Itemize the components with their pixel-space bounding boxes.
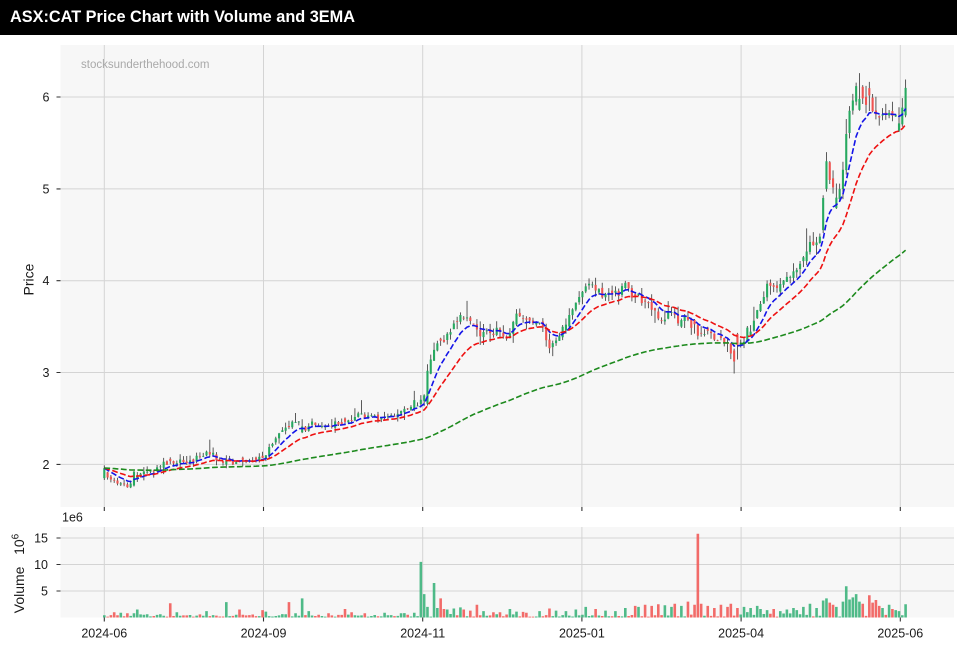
svg-text:2024-06: 2024-06 — [81, 626, 127, 640]
svg-text:2024-11: 2024-11 — [400, 626, 445, 640]
svg-text:2025-04: 2025-04 — [718, 626, 764, 640]
svg-text:Price: Price — [21, 263, 37, 295]
svg-text:2024-09: 2024-09 — [241, 626, 287, 640]
svg-text:stocksunderthehood.com: stocksunderthehood.com — [81, 59, 210, 71]
svg-text:Volume 106: Volume 106 — [11, 533, 28, 613]
svg-text:2: 2 — [43, 458, 50, 472]
svg-text:6: 6 — [43, 91, 50, 105]
svg-text:2025-01: 2025-01 — [559, 626, 605, 640]
svg-text:5: 5 — [43, 182, 50, 196]
svg-text:2025-06: 2025-06 — [877, 626, 923, 640]
svg-text:10: 10 — [34, 558, 48, 572]
svg-text:3: 3 — [43, 366, 50, 380]
svg-text:1e6: 1e6 — [62, 511, 83, 525]
svg-text:5: 5 — [41, 585, 48, 599]
svg-text:ASX:CAT Price Chart with Volum: ASX:CAT Price Chart with Volume and 3EMA — [10, 8, 355, 26]
svg-text:4: 4 — [43, 274, 50, 288]
svg-text:15: 15 — [34, 532, 48, 546]
